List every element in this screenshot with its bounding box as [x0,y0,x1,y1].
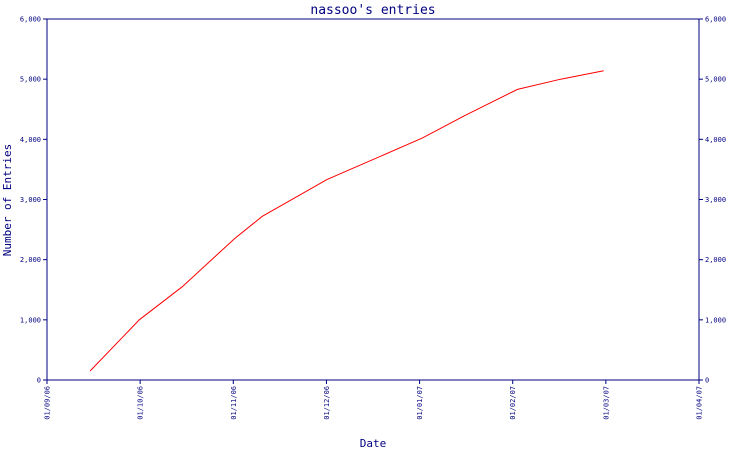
y-axis-left: 0 1,000 2,000 3,000 4,000 5,000 6,000 [20,16,47,385]
y-tick-label-right: 5,000 [705,76,726,84]
x-tick-label: 01/10/06 [137,386,145,420]
y-tick-label-left: 4,000 [20,136,41,144]
x-axis: 01/09/06 01/10/06 01/11/06 01/12/06 01/01/07… [44,380,704,420]
x-tick-label: 01/09/06 [44,386,52,420]
x-axis-label: Date [360,437,387,450]
y-tick-label-right: 1,000 [705,316,726,324]
x-tick-label: 01/11/06 [230,386,238,420]
x-tick-label: 01/04/07 [696,386,704,420]
y-tick-label-left: 2,000 [20,256,41,264]
series-layer [89,70,604,372]
x-tick-label: 01/12/06 [323,386,331,420]
y-tick-label-left: 0 [37,377,41,385]
chart-title: nassoo's entries [310,3,435,18]
y-axis-label: Number of Entries [1,144,14,257]
y-tick-label-right: 2,000 [705,256,726,264]
y-tick-label-left: 6,000 [20,16,41,24]
y-tick-label-left: 5,000 [20,76,41,84]
y-axis-right: 0 1,000 2,000 3,000 4,000 5,000 6,000 [699,16,726,385]
y-tick-label-right: 4,000 [705,136,726,144]
series-line [89,70,604,372]
y-tick-label-right: 6,000 [705,16,726,24]
y-tick-label-left: 1,000 [20,316,41,324]
y-tick-label-right: 3,000 [705,196,726,204]
y-tick-label-right: 0 [705,377,709,385]
x-tick-label: 01/02/07 [509,386,517,420]
y-tick-label-left: 3,000 [20,196,41,204]
x-tick-label: 01/01/07 [416,386,424,420]
x-tick-label: 01/03/07 [602,386,610,420]
